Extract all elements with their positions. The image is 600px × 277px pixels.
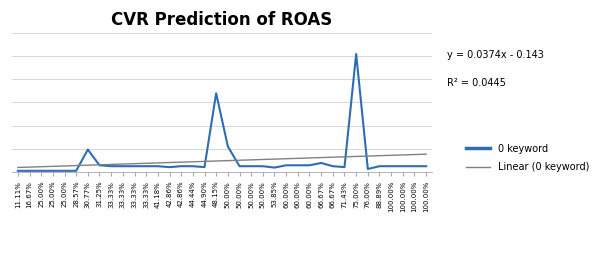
0 keyword	[189, 165, 196, 168]
Linear (0 keyword)	[353, 155, 360, 158]
0 keyword	[143, 165, 150, 168]
0 keyword	[271, 166, 278, 169]
Title: CVR Prediction of ROAS: CVR Prediction of ROAS	[112, 11, 332, 29]
0 keyword	[283, 164, 290, 167]
0 keyword	[236, 165, 243, 168]
Linear (0 keyword)	[73, 164, 80, 167]
Linear (0 keyword)	[107, 163, 115, 166]
Linear (0 keyword)	[131, 162, 138, 165]
0 keyword	[73, 169, 80, 173]
0 keyword	[84, 148, 91, 151]
Linear (0 keyword)	[329, 156, 337, 159]
0 keyword	[259, 165, 266, 168]
Linear (0 keyword)	[411, 153, 418, 156]
0 keyword	[96, 164, 103, 167]
Linear (0 keyword)	[49, 165, 56, 168]
0 keyword	[201, 165, 208, 169]
0 keyword	[411, 165, 418, 168]
Linear (0 keyword)	[388, 154, 395, 157]
0 keyword	[61, 169, 68, 173]
0 keyword	[399, 165, 406, 168]
Line: 0 keyword: 0 keyword	[18, 54, 426, 171]
Linear (0 keyword)	[26, 165, 33, 169]
0 keyword	[49, 169, 56, 173]
Text: y = 0.0374x - 0.143: y = 0.0374x - 0.143	[447, 50, 544, 60]
Linear (0 keyword)	[154, 161, 161, 165]
Linear (0 keyword)	[166, 161, 173, 164]
Linear (0 keyword)	[248, 158, 255, 161]
Linear (0 keyword)	[236, 158, 243, 162]
0 keyword	[329, 165, 337, 168]
Linear (0 keyword)	[178, 160, 185, 164]
Linear (0 keyword)	[14, 166, 22, 169]
0 keyword	[178, 165, 185, 168]
0 keyword	[317, 161, 325, 165]
0 keyword	[14, 169, 22, 173]
Linear (0 keyword)	[271, 157, 278, 161]
0 keyword	[119, 165, 127, 168]
0 keyword	[341, 165, 348, 169]
Linear (0 keyword)	[224, 159, 232, 162]
Text: R² = 0.0445: R² = 0.0445	[447, 78, 506, 88]
Linear (0 keyword)	[364, 154, 371, 158]
Linear (0 keyword)	[201, 160, 208, 163]
Linear (0 keyword)	[143, 161, 150, 165]
Line: Linear (0 keyword): Linear (0 keyword)	[18, 154, 426, 168]
0 keyword	[154, 165, 161, 168]
Linear (0 keyword)	[96, 163, 103, 166]
0 keyword	[364, 167, 371, 171]
0 keyword	[422, 165, 430, 168]
Linear (0 keyword)	[341, 155, 348, 158]
Linear (0 keyword)	[306, 156, 313, 160]
Linear (0 keyword)	[119, 162, 127, 166]
Linear (0 keyword)	[376, 154, 383, 157]
0 keyword	[131, 165, 138, 168]
Linear (0 keyword)	[283, 157, 290, 160]
Legend: 0 keyword, Linear (0 keyword): 0 keyword, Linear (0 keyword)	[463, 141, 592, 175]
Linear (0 keyword)	[294, 157, 301, 160]
0 keyword	[38, 169, 45, 173]
Linear (0 keyword)	[422, 153, 430, 156]
Linear (0 keyword)	[38, 165, 45, 168]
0 keyword	[26, 169, 33, 173]
0 keyword	[376, 165, 383, 168]
0 keyword	[212, 92, 220, 95]
0 keyword	[248, 165, 255, 168]
Linear (0 keyword)	[259, 158, 266, 161]
Linear (0 keyword)	[189, 160, 196, 163]
Linear (0 keyword)	[61, 164, 68, 168]
0 keyword	[166, 165, 173, 169]
Linear (0 keyword)	[399, 153, 406, 157]
Linear (0 keyword)	[317, 156, 325, 159]
0 keyword	[388, 165, 395, 168]
0 keyword	[294, 164, 301, 167]
Linear (0 keyword)	[84, 163, 91, 167]
0 keyword	[306, 164, 313, 167]
Linear (0 keyword)	[212, 159, 220, 163]
0 keyword	[353, 52, 360, 56]
0 keyword	[224, 145, 232, 148]
0 keyword	[107, 165, 115, 168]
